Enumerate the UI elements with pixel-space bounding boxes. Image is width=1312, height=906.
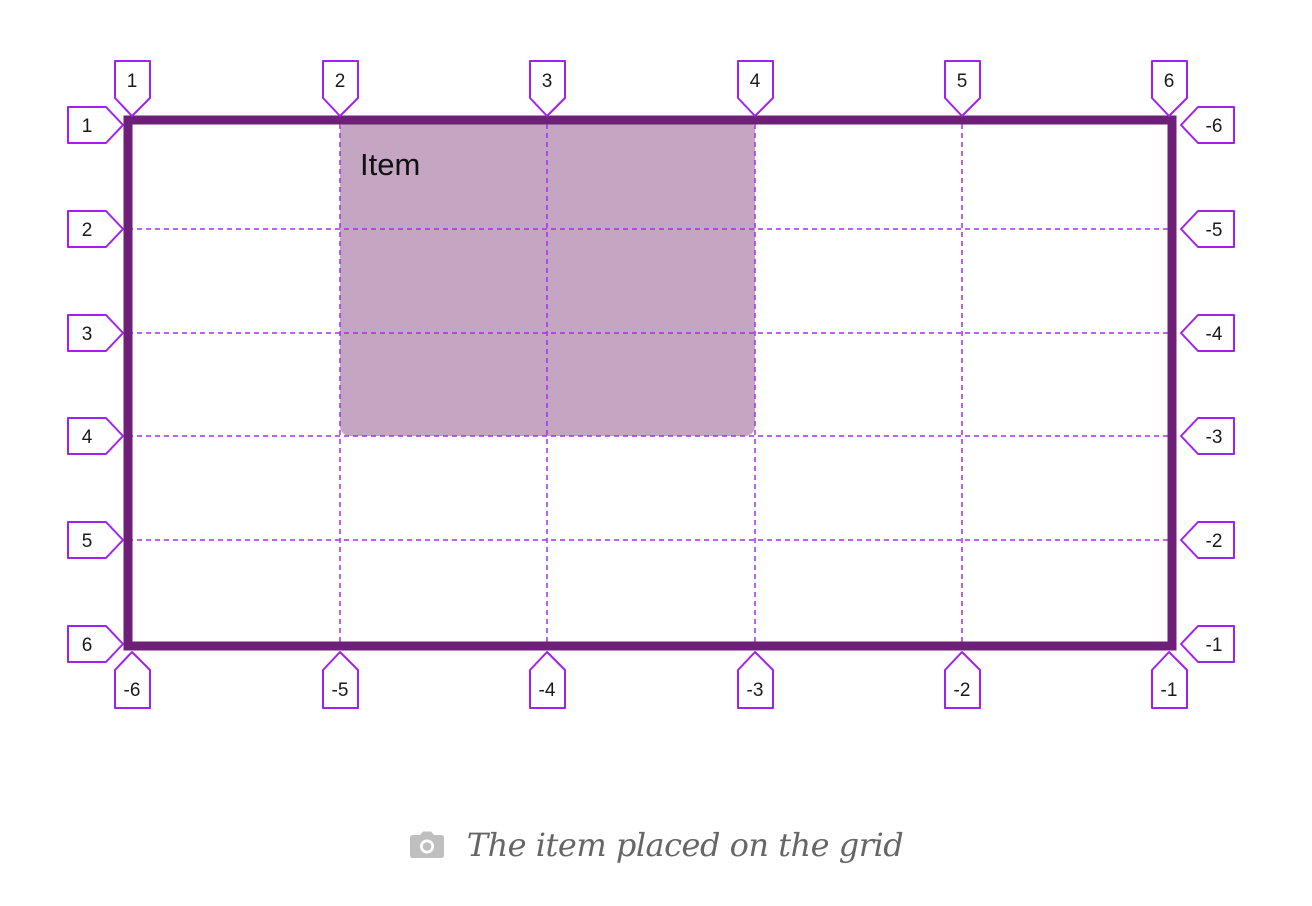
svg-text:-5: -5 — [332, 680, 349, 701]
right-line-badges: -6 -5 -4 -3 -2 -1 — [1180, 106, 1235, 663]
svg-text:-6: -6 — [124, 680, 141, 701]
bottom-line-badges: -6 -5 -4 -3 -2 -1 — [114, 651, 1188, 709]
svg-text:-6: -6 — [1206, 116, 1223, 137]
left-badge-1: 1 — [67, 106, 124, 144]
left-badge-4: 4 — [67, 417, 124, 455]
bottom-badge-minus-4: -4 — [529, 651, 566, 709]
top-badge-3: 3 — [529, 60, 566, 117]
svg-text:-1: -1 — [1206, 635, 1223, 656]
right-badge-minus-5: -5 — [1180, 210, 1235, 248]
svg-text:5: 5 — [957, 71, 968, 92]
top-badge-6: 6 — [1151, 60, 1188, 117]
svg-text:4: 4 — [750, 71, 761, 92]
svg-text:1: 1 — [82, 116, 93, 137]
svg-text:2: 2 — [335, 71, 346, 92]
top-badge-1: 1 — [114, 60, 151, 117]
svg-text:3: 3 — [82, 324, 93, 345]
svg-text:6: 6 — [82, 635, 93, 656]
svg-text:5: 5 — [82, 531, 93, 552]
svg-text:-2: -2 — [1206, 531, 1223, 552]
svg-text:-3: -3 — [1206, 427, 1223, 448]
grid-container-border — [123, 115, 1177, 651]
figure-caption: The item placed on the grid — [0, 826, 1276, 864]
right-badge-minus-4: -4 — [1180, 314, 1235, 352]
grid-lines — [128, 124, 1172, 646]
left-badge-6: 6 — [67, 625, 124, 663]
right-badge-minus-3: -3 — [1180, 417, 1235, 455]
bottom-badge-minus-1: -1 — [1151, 651, 1188, 709]
left-badge-2: 2 — [67, 210, 124, 248]
camera-icon — [409, 831, 445, 859]
top-badge-4: 4 — [737, 60, 774, 117]
right-badge-minus-1: -1 — [1180, 625, 1235, 663]
svg-text:4: 4 — [82, 427, 93, 448]
svg-text:-5: -5 — [1206, 220, 1223, 241]
left-badge-3: 3 — [67, 314, 124, 352]
svg-text:-4: -4 — [1206, 324, 1223, 345]
top-badge-2: 2 — [322, 60, 359, 117]
left-line-badges: 1 2 3 4 5 6 — [67, 106, 124, 663]
svg-text:-3: -3 — [747, 680, 764, 701]
top-line-badges: 1 2 3 4 5 6 — [114, 60, 1188, 117]
bottom-badge-minus-5: -5 — [322, 651, 359, 709]
svg-text:1: 1 — [127, 71, 138, 92]
svg-text:-4: -4 — [539, 680, 556, 701]
left-badge-5: 5 — [67, 521, 124, 559]
svg-text:2: 2 — [82, 220, 93, 241]
bottom-badge-minus-6: -6 — [114, 651, 151, 709]
svg-text:3: 3 — [542, 71, 553, 92]
right-badge-minus-2: -2 — [1180, 521, 1235, 559]
caption-text: The item placed on the grid — [466, 826, 904, 864]
bottom-badge-minus-2: -2 — [944, 651, 981, 709]
svg-text:-1: -1 — [1161, 680, 1178, 701]
bottom-badge-minus-3: -3 — [737, 651, 774, 709]
right-badge-minus-6: -6 — [1180, 106, 1235, 144]
top-badge-5: 5 — [944, 60, 981, 117]
svg-text:6: 6 — [1164, 71, 1175, 92]
grid-item-label: Item — [360, 147, 420, 182]
grid-diagram: Item 1 2 3 4 5 — [67, 60, 1235, 709]
svg-text:-2: -2 — [954, 680, 971, 701]
